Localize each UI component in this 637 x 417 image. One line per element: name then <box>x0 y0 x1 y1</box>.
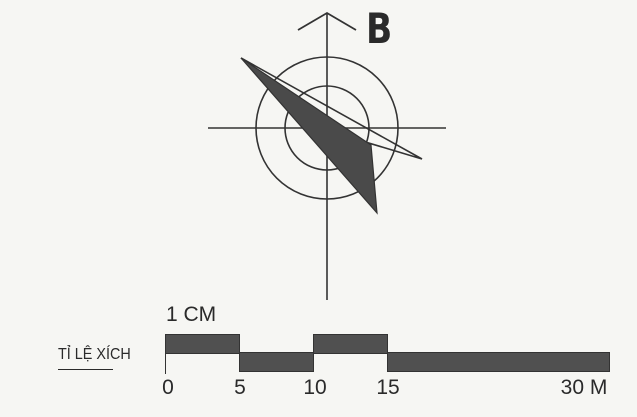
scale-segment-10-15 <box>313 334 388 354</box>
scale-tick-label-15: 15 <box>376 376 400 399</box>
scale-segment-5-10 <box>239 352 314 372</box>
scale-title-underline <box>58 369 113 370</box>
scale-tick-label-30m: 30 M <box>560 376 608 399</box>
wind-rose-filled <box>240 57 378 215</box>
north-label: B <box>366 4 393 53</box>
scale-tick-label-10: 10 <box>303 376 327 399</box>
scale-unit-label: 1 CM <box>166 303 217 326</box>
scale-segment-0-5 <box>165 334 240 354</box>
scale-title: TỈ LỆ XÍCH <box>58 346 131 363</box>
north-arrowhead <box>297 11 357 31</box>
scale-tick-label-5: 5 <box>234 376 246 399</box>
scale-tick-label-0: 0 <box>162 376 174 399</box>
scale-segment-15-30 <box>387 352 610 372</box>
scale-bar <box>165 334 610 374</box>
compass-inner-circle <box>284 85 370 171</box>
compass-outer-circle <box>255 56 399 200</box>
scale-tick-0 <box>165 334 166 374</box>
